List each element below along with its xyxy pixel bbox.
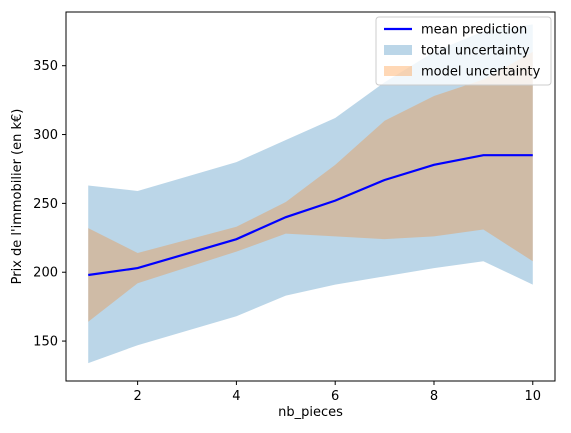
legend: mean prediction total uncertainty model un…: [375, 16, 552, 86]
legend-box: [375, 16, 552, 86]
y-tick-label: 200: [33, 266, 58, 281]
total-uncertainty-band: [88, 24, 533, 364]
y-axis-ticks: 150 200 250 300 350: [33, 59, 66, 350]
y-tick-label: 300: [33, 128, 58, 143]
y-axis-label: Prix de l'immobilier (en k€): [10, 109, 25, 285]
x-tick-label: 6: [331, 389, 339, 404]
prediction-lines: [88, 154, 533, 277]
model-uncertainty-legend-label: model uncertainty: [421, 65, 541, 80]
uncertainty-bands: [88, 24, 533, 364]
total-uncertainty-legend-label: total uncertainty: [421, 44, 530, 59]
model-uncertainty-legend-swatch: [384, 66, 412, 76]
model-uncertainty-band: [88, 51, 533, 322]
x-axis-label: nb_pieces: [278, 405, 343, 420]
mean-prediction-line: [88, 154, 533, 277]
x-axis-ticks: 2 4 6 8 10: [133, 381, 541, 404]
x-tick-label: 10: [524, 389, 541, 404]
total-uncertainty-legend-swatch: [384, 45, 412, 55]
y-tick-label: 150: [33, 335, 58, 350]
x-tick-label: 2: [133, 389, 141, 404]
x-tick-label: 8: [430, 389, 438, 404]
plot-frame: [65, 11, 556, 382]
y-tick-label: 250: [33, 197, 58, 212]
mean-prediction-legend-label: mean prediction: [421, 23, 527, 38]
x-tick-label: 4: [232, 389, 240, 404]
y-tick-label: 350: [33, 59, 58, 74]
